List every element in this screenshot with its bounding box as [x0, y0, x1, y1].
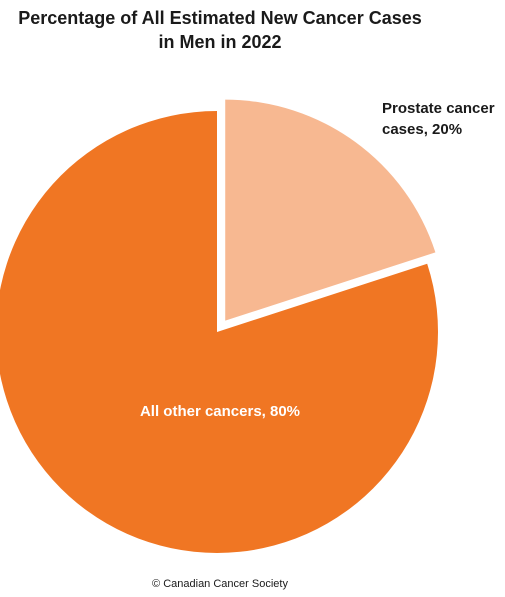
pie-slice-prostate[interactable]: [225, 99, 436, 321]
slice-label-prostate-line-2: cases, 20%: [382, 121, 463, 138]
chart-title: Percentage of All Estimated New Cancer C…: [0, 6, 440, 54]
chart-title-line-2: in Men in 2022: [158, 32, 282, 52]
slice-label-other: All other cancers, 80%: [139, 403, 301, 420]
slice-label-prostate: Prostate cancer cases, 20%: [382, 98, 504, 140]
slice-label-prostate-line-1: Prostate cancer: [382, 100, 495, 117]
chart-title-line-1: Percentage of All Estimated New Cancer C…: [18, 8, 422, 28]
copyright-text: © Canadian Cancer Society: [152, 578, 288, 590]
pie-slice-other[interactable]: [0, 111, 438, 553]
